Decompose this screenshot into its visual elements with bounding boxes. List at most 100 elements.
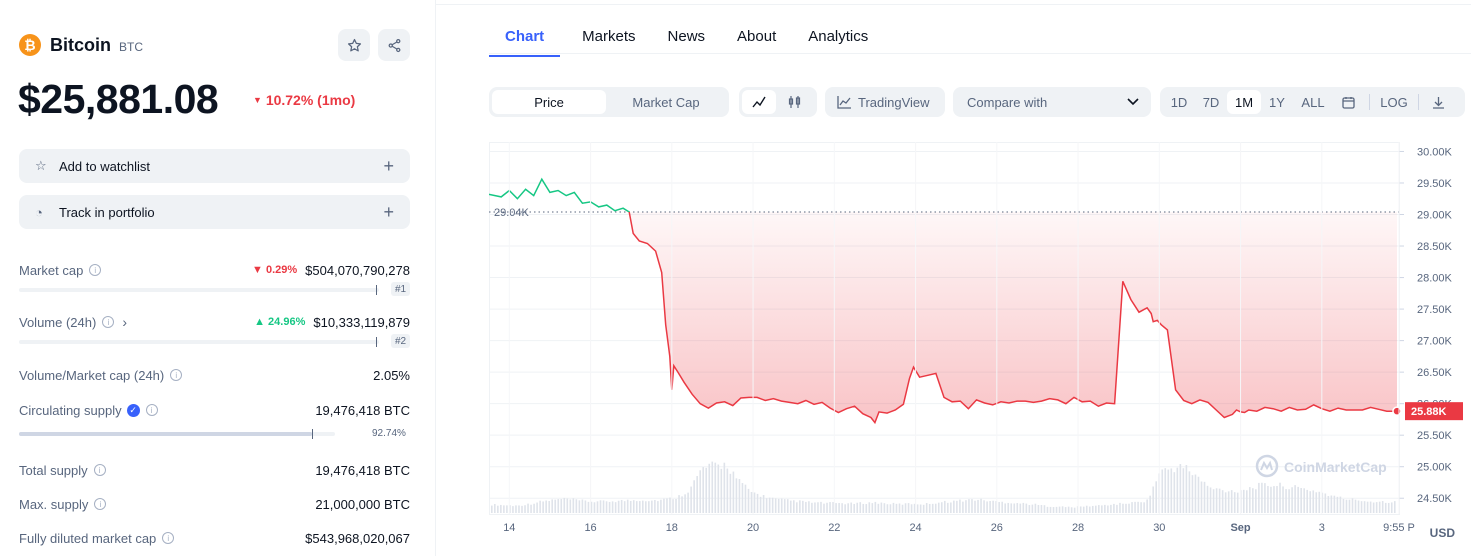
volume-bar — [1194, 474, 1197, 513]
last-price-tag — [1405, 402, 1463, 421]
info-icon[interactable]: i — [162, 532, 175, 544]
volume-bar — [566, 498, 569, 513]
volume-bar — [898, 503, 901, 513]
volume-bar — [1146, 499, 1148, 513]
x-tick-label: 24 — [909, 522, 921, 534]
volume-bar — [1107, 505, 1109, 513]
circulating-supply-bar — [19, 429, 335, 439]
volume-bar — [590, 501, 593, 513]
y-tick-label: 29.50K — [1417, 178, 1453, 190]
volume-bar — [1098, 505, 1100, 513]
stat-change: ▲ 24.96% — [254, 316, 306, 328]
price-chart[interactable]: 29.04K 30.00K 29.50K 29.00K 28.50K 28.00K 27.… — [488, 142, 1471, 556]
price-chart-svg[interactable]: 29.04K 30.00K 29.50K 29.00K 28.50K 28.00K 27.… — [488, 142, 1471, 556]
volume-bar — [651, 500, 653, 513]
bar-tick — [376, 285, 377, 295]
volume-bar — [705, 467, 708, 513]
volume-bar — [1128, 503, 1130, 513]
info-icon[interactable]: i — [94, 498, 107, 510]
info-icon[interactable]: i — [93, 464, 106, 476]
range-1y-button[interactable]: 1Y — [1269, 94, 1285, 110]
share-button[interactable] — [378, 29, 410, 61]
compare-with-select[interactable]: Compare with — [953, 87, 1151, 117]
star-icon — [347, 38, 361, 51]
tab-news[interactable]: News — [667, 28, 706, 45]
download-button[interactable] — [1425, 90, 1451, 114]
volume-bar — [1327, 496, 1330, 513]
volume-bar — [711, 461, 714, 513]
volume-bar — [1336, 496, 1339, 513]
volume-bar — [789, 500, 792, 513]
tab-analytics[interactable]: Analytics — [808, 28, 869, 45]
volume-bar — [578, 500, 581, 513]
tradingview-button[interactable]: TradingView — [825, 87, 945, 117]
volume-bar — [956, 500, 958, 513]
tab-markets[interactable]: Markets — [582, 28, 636, 45]
volume-bar — [1010, 503, 1013, 513]
stat-max-supply: Max. supply i 21,000,000 BTC — [19, 494, 410, 514]
volume-bar — [1360, 501, 1363, 513]
stat-value: 19,476,418 BTC — [315, 462, 410, 478]
volume-bar — [826, 502, 828, 513]
volume-bar — [1276, 486, 1278, 513]
x-tick-label: 3 — [1319, 522, 1325, 534]
volume-bar — [723, 462, 726, 513]
info-icon[interactable]: i — [89, 264, 102, 276]
stat-label: Total supply — [19, 462, 88, 478]
volume-bar — [503, 505, 505, 513]
tradingview-label: TradingView — [858, 94, 930, 110]
tab-about[interactable]: About — [737, 28, 777, 45]
volume-bar — [1037, 505, 1040, 513]
range-1m-button[interactable]: 1M — [1227, 90, 1261, 114]
info-icon[interactable]: i — [170, 369, 183, 381]
volume-bar — [1233, 492, 1236, 513]
volume-bar — [1285, 489, 1287, 513]
info-icon[interactable]: i — [145, 404, 158, 416]
volume-bar — [886, 504, 889, 513]
volume-bar — [684, 494, 686, 513]
track-portfolio-button[interactable]: ◔ Track in portfolio + — [19, 195, 410, 229]
volume-bar — [1167, 469, 1170, 513]
volume-bar — [1001, 501, 1003, 513]
range-all-button[interactable]: ALL — [1301, 94, 1325, 110]
volume-bar — [1079, 506, 1082, 513]
price-change-text: 10.72% (1mo) — [265, 92, 356, 108]
volume-bar — [1031, 504, 1034, 513]
chevron-right-icon[interactable]: › — [122, 314, 127, 330]
range-7d-button[interactable]: 7D — [1202, 94, 1220, 110]
volume-bar — [747, 488, 750, 513]
volume-bar — [545, 500, 547, 513]
market-cap-toggle-button[interactable]: Market Cap — [632, 94, 700, 110]
volume-bar — [1267, 485, 1269, 513]
log-scale-button[interactable]: LOG — [1380, 94, 1408, 110]
compare-with-label: Compare with — [967, 94, 1048, 110]
volume-bar — [753, 492, 756, 513]
candlestick-chart-button[interactable] — [776, 90, 814, 114]
volume-bar — [793, 500, 795, 513]
price-toggle-button[interactable]: Price — [492, 90, 606, 114]
stat-label: Volume/Market cap (24h) — [19, 367, 165, 383]
volume-bar — [1046, 506, 1049, 513]
tab-chart[interactable]: Chart — [489, 26, 561, 57]
date-range-button[interactable] — [1333, 90, 1363, 114]
volume-bar — [581, 499, 584, 513]
volume-bar — [593, 502, 596, 513]
stat-change-text: 0.29% — [265, 264, 298, 276]
x-tick-label: Sep — [1230, 522, 1250, 534]
star-icon: ☆ — [35, 158, 47, 173]
volume-bar — [859, 502, 862, 513]
volume-bar — [862, 503, 865, 513]
volume-bar — [551, 499, 553, 513]
reference-label: 29.04K — [494, 207, 530, 219]
volume-bar — [1143, 502, 1145, 513]
line-chart-button[interactable] — [742, 90, 776, 114]
favorite-star-button[interactable] — [338, 29, 370, 61]
volume-bar — [805, 501, 807, 513]
range-1d-button[interactable]: 1D — [1170, 94, 1188, 110]
volume-bar — [1179, 464, 1182, 513]
volume-bar — [1007, 502, 1010, 513]
volume-bar — [726, 468, 729, 513]
add-to-watchlist-button[interactable]: ☆ Add to watchlist + — [19, 149, 410, 183]
volume-bar — [648, 501, 650, 513]
info-icon[interactable]: i — [102, 316, 115, 328]
